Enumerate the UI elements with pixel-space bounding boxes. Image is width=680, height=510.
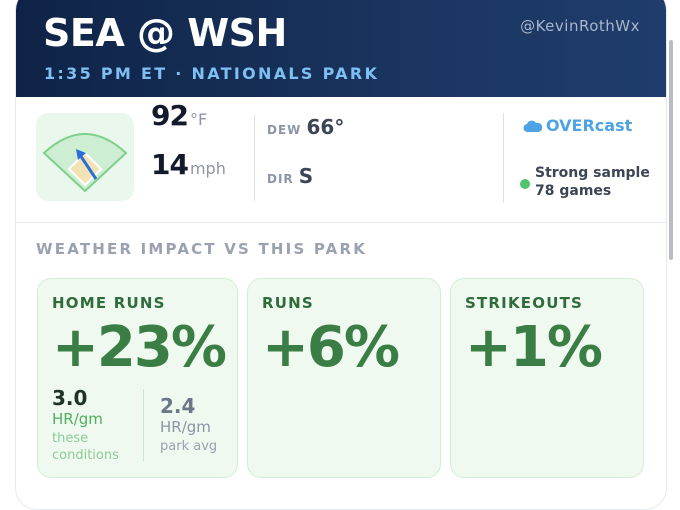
detail-value: 3.0	[52, 386, 88, 410]
divider	[503, 113, 504, 203]
status-dot	[520, 179, 530, 189]
dir-label: DIR	[267, 172, 294, 186]
detail-caption: these	[52, 431, 89, 446]
detail-unit: HR/gm	[160, 418, 211, 436]
sample-line: Strong sample	[535, 165, 650, 181]
impact-label: STRIKEOUTS	[465, 294, 584, 312]
detail-value: 2.4	[160, 394, 196, 418]
wind-value: 14	[151, 148, 189, 181]
impact-card: RUNS +6%	[247, 278, 441, 478]
field-icon	[36, 113, 134, 201]
title: SEA @ WSH	[43, 11, 287, 55]
divider	[254, 115, 255, 201]
wind: 14 mph	[151, 148, 226, 181]
detail-unit: HR/gm	[52, 410, 103, 428]
temperature-value: 92	[151, 99, 189, 132]
temperature-unit: °F	[189, 110, 208, 129]
subtitle: 1:35 PM ET · NATIONALS PARK	[44, 64, 380, 83]
separator	[16, 222, 666, 223]
header: SEA @ WSH 1:35 PM ET · NATIONALS PARK @K…	[16, 0, 666, 97]
impact-value: +23%	[52, 315, 227, 380]
sample-line: 78 games	[535, 183, 612, 199]
impact-value: +6%	[262, 315, 400, 380]
dir-value: S	[298, 164, 314, 188]
dew: DEW 66°	[267, 115, 344, 139]
impact-card: HOME RUNS +23% 3.0 HR/gm these condition…	[37, 278, 238, 478]
impact-label: RUNS	[262, 294, 314, 312]
dew-label: DEW	[267, 123, 302, 137]
page: {"header": {"title": "SEA @ WSH", "subti…	[15, 0, 673, 510]
cloud-icon	[523, 120, 543, 133]
scrollbar[interactable]	[669, 40, 673, 260]
sky: OVERcast	[546, 116, 633, 135]
divider	[143, 389, 144, 461]
section-title: WEATHER IMPACT VS THIS PARK	[36, 240, 368, 258]
handle: @KevinRothWx	[520, 17, 640, 35]
wind-unit: mph	[189, 159, 226, 178]
impact-label: HOME RUNS	[52, 294, 166, 312]
detail-caption: conditions	[52, 448, 119, 463]
impact-card: STRIKEOUTS +1%	[450, 278, 644, 478]
dir: DIR S	[267, 164, 313, 188]
temperature: 92 °F	[151, 99, 207, 132]
impact-value: +1%	[465, 315, 603, 380]
dew-value: 66°	[306, 115, 345, 139]
detail-caption: park avg	[160, 439, 218, 454]
